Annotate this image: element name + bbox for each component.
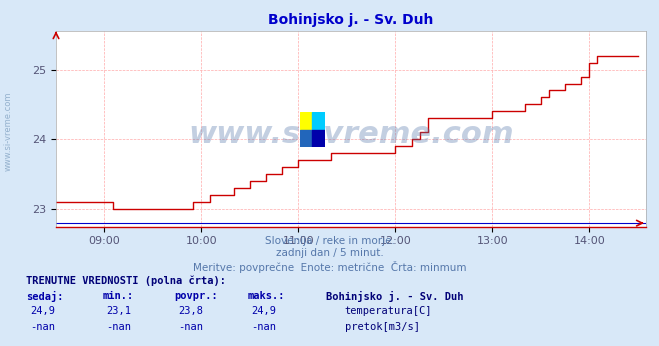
Text: Slovenija / reke in morje.: Slovenija / reke in morje. — [264, 236, 395, 246]
Text: -nan: -nan — [179, 322, 204, 333]
Text: min.:: min.: — [102, 291, 133, 301]
Text: zadnji dan / 5 minut.: zadnji dan / 5 minut. — [275, 248, 384, 258]
Text: www.si-vreme.com: www.si-vreme.com — [4, 92, 13, 171]
Text: 24,9: 24,9 — [30, 306, 55, 316]
Bar — [300, 130, 312, 147]
Text: 23,8: 23,8 — [179, 306, 204, 316]
Bar — [312, 130, 325, 147]
Text: www.si-vreme.com: www.si-vreme.com — [188, 120, 514, 149]
Text: sedaj:: sedaj: — [26, 291, 64, 302]
Text: 24,9: 24,9 — [251, 306, 276, 316]
Text: -nan: -nan — [30, 322, 55, 333]
Title: Bohinjsko j. - Sv. Duh: Bohinjsko j. - Sv. Duh — [268, 13, 434, 27]
Text: -nan: -nan — [251, 322, 276, 333]
Text: 23,1: 23,1 — [106, 306, 131, 316]
Text: maks.:: maks.: — [247, 291, 285, 301]
Text: -nan: -nan — [106, 322, 131, 333]
Bar — [300, 112, 312, 130]
Text: TRENUTNE VREDNOSTI (polna črta):: TRENUTNE VREDNOSTI (polna črta): — [26, 275, 226, 285]
Text: pretok[m3/s]: pretok[m3/s] — [345, 322, 420, 333]
Text: temperatura[C]: temperatura[C] — [345, 306, 432, 316]
Text: povpr.:: povpr.: — [175, 291, 218, 301]
Text: Meritve: povprečne  Enote: metrične  Črta: minmum: Meritve: povprečne Enote: metrične Črta:… — [192, 261, 467, 273]
Bar — [312, 112, 325, 130]
Text: Bohinjsko j. - Sv. Duh: Bohinjsko j. - Sv. Duh — [326, 291, 464, 302]
